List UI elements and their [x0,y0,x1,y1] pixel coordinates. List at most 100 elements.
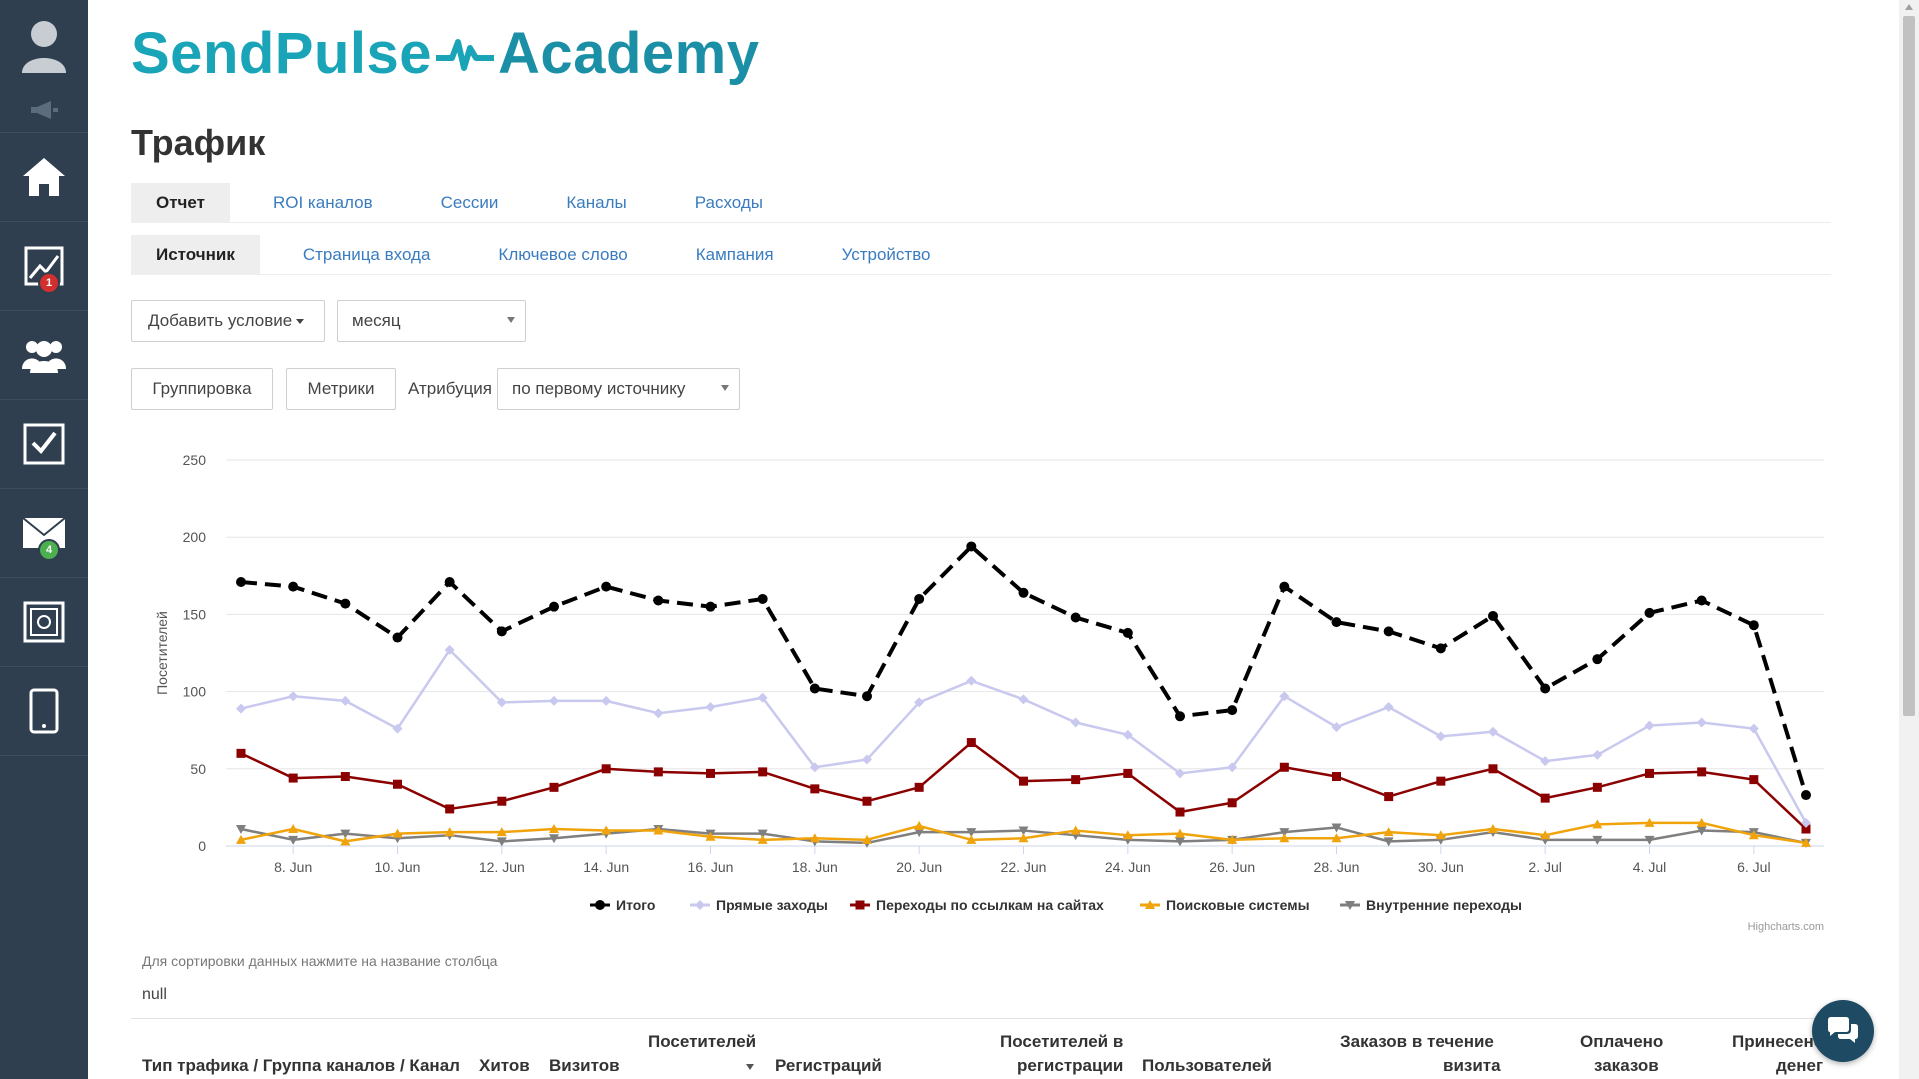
null-text: null [142,986,167,1003]
legend-item: Поисковые системы [1166,897,1310,913]
data-point [340,836,351,846]
data-point [496,837,507,847]
col-revenue-line2[interactable]: денег [1776,1056,1824,1075]
data-point [601,825,612,835]
data-point [392,632,403,643]
traffic-chart: 0 50 100 150 200 250 Посетителей 8. Jun 10. Jun 1… [131,440,1831,940]
safe-icon [23,601,65,643]
legend-symbol [855,900,865,910]
data-point [705,702,716,713]
data-point [1279,762,1289,772]
col-revenue-line1[interactable]: Принесено [1732,1032,1825,1051]
data-point [340,772,350,782]
scroll-up-arrow-icon[interactable] [1905,4,1913,10]
data-point [809,683,820,694]
data-point [1801,790,1811,801]
chart-credit: Highcharts.com [1748,921,1824,933]
x-tick-label: 24. Jun [1105,859,1151,875]
scrollbar-thumb[interactable] [1903,16,1915,716]
add-condition-button[interactable]: Добавить условие [131,300,325,342]
data-point [1540,756,1551,767]
mail-badge: 4 [38,539,61,561]
metrics-button[interactable]: Метрики [286,368,396,410]
col-registrations[interactable]: Регистраций [775,1056,882,1075]
x-tick-label: 18. Jun [792,859,838,875]
metrics-label: Метрики [307,379,375,398]
tab-source[interactable]: Источник [131,234,260,275]
data-point [497,796,507,806]
data-point [653,708,664,719]
data-point [444,644,455,655]
sidebar-item-tasks[interactable] [0,400,88,488]
data-point [914,697,925,708]
data-point [1227,798,1237,808]
tab-channels[interactable]: Каналы [566,192,627,212]
chevron-down-icon [507,317,515,323]
data-point [601,581,612,592]
data-point [706,768,715,778]
col-orders-line1[interactable]: Заказов в течение [1340,1032,1494,1051]
data-point [809,833,820,843]
data-point [1801,824,1811,834]
data-point [236,825,246,835]
col-hits[interactable]: Хитов [479,1056,530,1075]
data-point [705,831,716,841]
sidebar-item-profile[interactable] [0,0,88,90]
sidebar-item-mail[interactable]: 4 [0,489,88,577]
data-point [1644,817,1655,827]
attribution-select[interactable]: по первому источнику [497,368,740,410]
tab-landing-page[interactable]: Страница входа [302,244,431,264]
data-point [757,692,768,703]
brand-logo[interactable]: SendPulse Academy [131,18,759,88]
col-visitors[interactable]: Посетителей [648,1032,757,1051]
data-point [1122,830,1133,840]
tab-device[interactable]: Устройство [841,244,931,264]
data-point [1488,726,1498,737]
col-users[interactable]: Пользователей [1142,1056,1272,1075]
col-visits[interactable]: Визитов [549,1056,620,1075]
data-point [810,784,820,794]
data-point [1018,826,1029,836]
page-scrollbar[interactable] [1899,0,1919,1079]
data-point [445,804,455,814]
col-visitors-to-reg-line1[interactable]: Посетителей в [1000,1032,1124,1051]
chat-button[interactable] [1812,1000,1874,1062]
data-point [288,824,299,834]
col-orders-line2[interactable]: визита [1443,1056,1501,1075]
tab-campaign[interactable]: Кампания [695,244,774,264]
data-point [1801,837,1811,847]
data-point [758,767,768,777]
period-value: месяц [352,311,401,330]
y-tick-label: 0 [198,838,206,854]
sidebar-item-automation[interactable] [0,578,88,666]
tab-sessions[interactable]: Сессии [440,192,499,212]
sort-desc-icon [746,1064,754,1070]
data-point [1332,772,1341,782]
data-point [914,782,924,792]
col-paid-line1[interactable]: Оплачено [1580,1032,1664,1051]
grouping-button[interactable]: Группировка [131,368,273,410]
tab-report[interactable]: Отчет [131,182,230,223]
data-point [1748,723,1759,734]
sidebar-item-mobile[interactable] [0,667,88,755]
legend-item: Прямые заходы [716,897,828,913]
tab-roi[interactable]: ROI каналов [272,192,373,212]
data-point [1279,581,1290,592]
col-visitors-to-reg-line2[interactable]: регистрации [1017,1056,1124,1075]
data-point [1435,830,1446,840]
sidebar-item-contacts[interactable] [0,311,88,399]
data-point [549,695,559,706]
legend-item: Переходы по ссылкам на сайтах [876,897,1104,913]
sidebar-item-home[interactable] [0,133,88,221]
sidebar-item-analytics[interactable]: 1 [0,222,88,310]
tab-keyword[interactable]: Ключевое слово [498,244,628,264]
data-point [1592,749,1603,760]
data-point [1071,775,1081,785]
data-point [601,695,612,706]
sidebar-item-notifications[interactable] [0,90,88,130]
user-avatar-icon [22,21,66,73]
tab-expenses[interactable]: Расходы [694,192,763,212]
period-select[interactable]: месяц [337,300,526,342]
col-paid-line2[interactable]: заказов [1594,1056,1659,1075]
col-traffic-type[interactable]: Тип трафика / Группа каналов / Канал [142,1056,460,1075]
